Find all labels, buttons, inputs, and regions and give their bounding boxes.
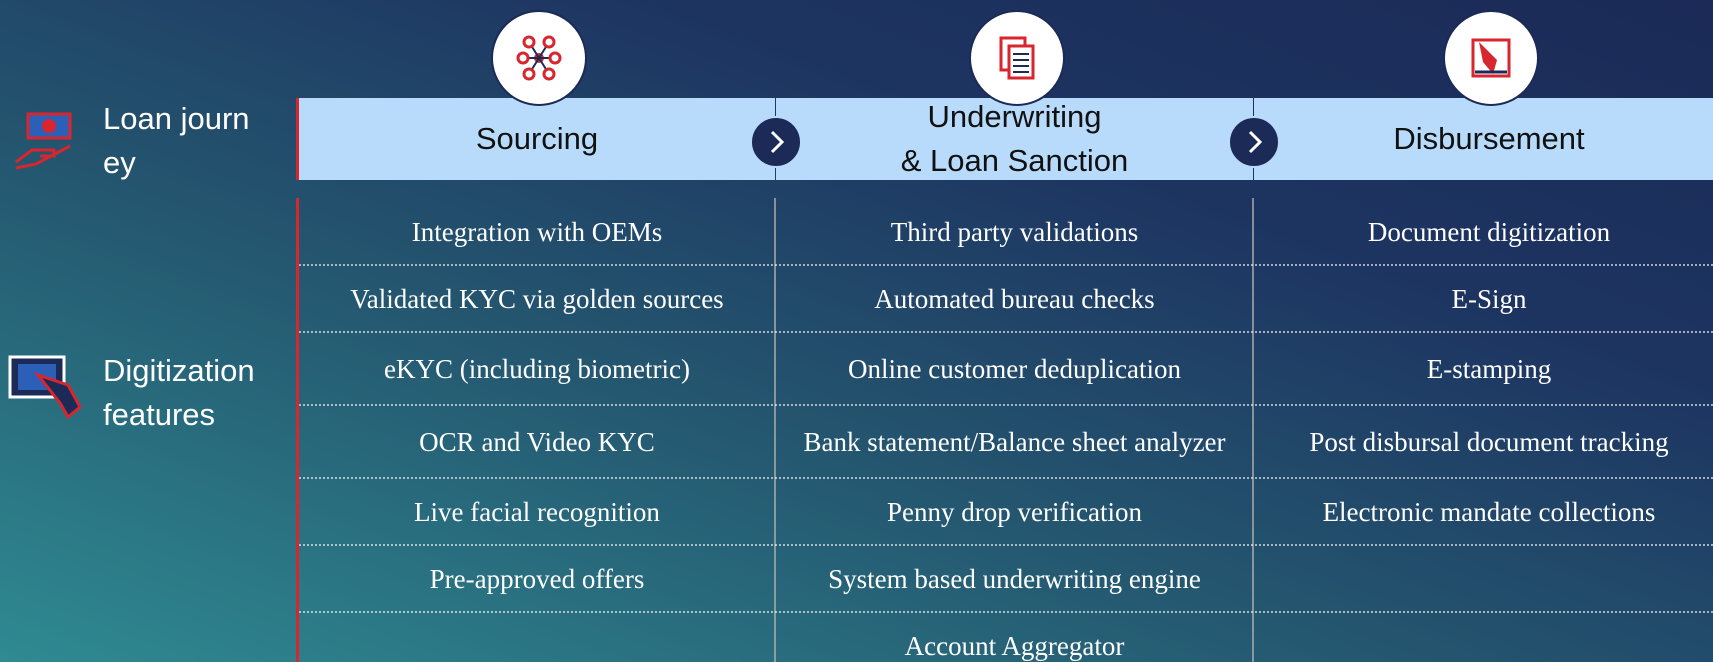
stage-icon <box>1443 10 1539 106</box>
feature-item: Penny drop verification <box>887 496 1142 527</box>
digital-icon <box>8 355 82 420</box>
feature-item: Integration with OEMs <box>411 216 663 247</box>
accent-line <box>296 198 299 662</box>
column-header: Sourcing <box>299 98 775 180</box>
column-divider <box>1252 198 1254 662</box>
feature-item: eKYC (including biometric) <box>384 353 690 384</box>
row-separator <box>299 477 1713 479</box>
feature-item: Live facial recognition <box>414 496 660 527</box>
row-separator <box>299 611 1713 613</box>
chevron <box>750 116 802 168</box>
feature-item: Electronic mandate collections <box>1322 496 1656 527</box>
accent-line <box>296 98 299 180</box>
row-label: Digitization features <box>103 353 255 432</box>
column-header: Underwriting & Loan Sanction <box>776 98 1253 180</box>
feature-item: Pre-approved offers <box>429 563 645 594</box>
feature-item: E-Sign <box>1451 283 1527 314</box>
stage-icon <box>491 10 587 106</box>
chevron <box>1228 116 1280 168</box>
feature-item: Validated KYC via golden sources <box>350 283 724 314</box>
row-separator <box>299 404 1713 406</box>
feature-item: Document digitization <box>1367 216 1611 247</box>
feature-item: Post disbursal document tracking <box>1309 426 1669 457</box>
feature-item: E-stamping <box>1426 353 1552 384</box>
row-separator <box>299 264 1713 266</box>
row-label: Loan journey <box>103 101 250 180</box>
column-header: Disbursement <box>1254 98 1713 180</box>
feature-item: Third party validations <box>890 216 1139 247</box>
feature-item: Automated bureau checks <box>874 283 1155 314</box>
row-separator <box>299 544 1713 546</box>
feature-item: System based underwriting engine <box>828 563 1201 594</box>
loan-icon <box>15 112 72 170</box>
feature-item: OCR and Video KYC <box>419 426 655 457</box>
feature-item: Account Aggregator <box>904 631 1125 661</box>
column-divider <box>774 198 776 662</box>
feature-item: Bank statement/Balance sheet analyzer <box>803 426 1226 457</box>
feature-item: Online customer deduplication <box>848 353 1181 384</box>
row-separator <box>299 331 1713 333</box>
stage-icon <box>968 10 1065 106</box>
